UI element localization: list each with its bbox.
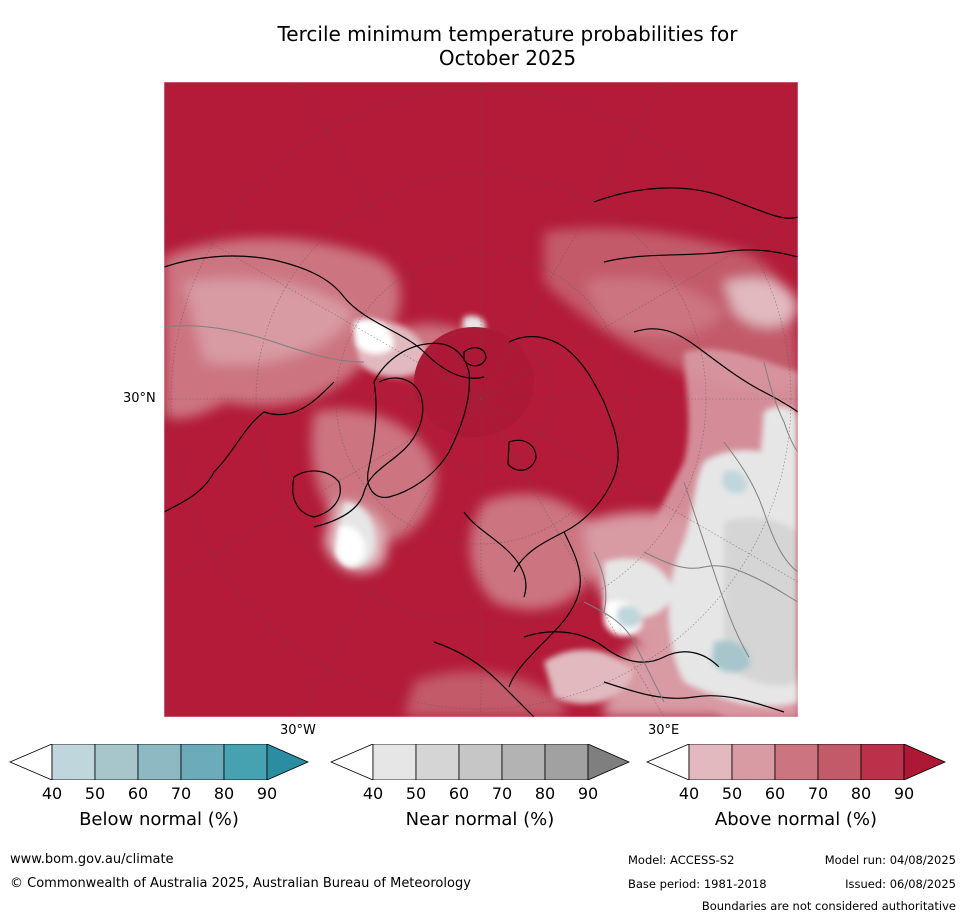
colorbar-tick-label: 80 — [534, 784, 556, 803]
colorbar-tick-label: 50 — [84, 784, 106, 803]
colorbar-segment — [372, 744, 417, 780]
colorbar-tick-label: 70 — [170, 784, 192, 803]
colorbar-tick-label: 70 — [807, 784, 829, 803]
colorbar-tick-label: 40 — [678, 784, 700, 803]
colorbar-segment — [774, 744, 819, 780]
boundaries-disclaimer: Boundaries are not considered authoritat… — [701, 899, 956, 913]
colorbar-tick-label: 60 — [448, 784, 470, 803]
colorbar-segment — [458, 744, 503, 780]
colorbar-tick-label: 90 — [893, 784, 915, 803]
website-link[interactable]: www.bom.gov.au/climate — [10, 852, 174, 867]
colorbar-tick-label: 70 — [491, 784, 513, 803]
title-line-2: October 2025 — [438, 46, 577, 70]
colorbar-extend-low — [646, 744, 690, 780]
coastlines — [164, 187, 798, 717]
colorbar-tick-label: 50 — [405, 784, 427, 803]
colorbar-label-above: Above normal (%) — [714, 809, 878, 830]
polar-map — [164, 82, 798, 717]
colorbar-segment — [688, 744, 733, 780]
colorbar-extend-high — [587, 744, 630, 780]
colorbar-tick-label: 60 — [764, 784, 786, 803]
colorbar-segment — [817, 744, 862, 780]
colorbar-segment — [137, 744, 182, 780]
colorbar-above-normal — [646, 744, 946, 780]
colorbar-segment — [731, 744, 776, 780]
colorbar-segment — [501, 744, 546, 780]
colorbar-segment — [51, 744, 96, 780]
colorbar-tick-label: 80 — [213, 784, 235, 803]
colorbar-tick-label: 90 — [256, 784, 278, 803]
title-line-1: Tercile minimum temperature probabilitie… — [277, 22, 738, 46]
colorbar-tick-label: 40 — [41, 784, 63, 803]
colorbar-segment — [94, 744, 139, 780]
colorbar-ticks-above: 40 50 60 70 80 90 — [646, 784, 946, 804]
colorbar-tick-label: 50 — [721, 784, 743, 803]
colorbar-extend-low — [330, 744, 374, 780]
model-name: Model: ACCESS-S2 — [628, 853, 735, 867]
colorbar-ticks-near: 40 50 60 70 80 90 — [330, 784, 630, 804]
longitude-label-30e: 30°E — [648, 723, 680, 738]
copyright-notice: © Commonwealth of Australia 2025, Austra… — [10, 876, 471, 891]
base-period: Base period: 1981-2018 — [628, 877, 767, 891]
longitude-label-30w: 30°W — [280, 723, 316, 738]
colorbar-below-normal — [9, 744, 309, 780]
colorbar-segment — [180, 744, 225, 780]
colorbar-tick-label: 90 — [577, 784, 599, 803]
colorbar-ticks-below: 40 50 60 70 80 90 — [9, 784, 309, 804]
colorbar-tick-label: 40 — [362, 784, 384, 803]
issued-date: Issued: 06/08/2025 — [845, 877, 956, 891]
colorbar-extend-high — [266, 744, 309, 780]
arctic-core — [414, 327, 534, 437]
colorbar-tick-label: 80 — [850, 784, 872, 803]
country-borders — [164, 325, 798, 703]
colorbar-extend-low — [9, 744, 53, 780]
colorbar-segment — [860, 744, 905, 780]
model-run-date: Model run: 04/08/2025 — [824, 853, 956, 867]
latitude-label-30n: 30°N — [123, 391, 156, 406]
colorbar-segment — [544, 744, 589, 780]
colorbar-tick-label: 60 — [127, 784, 149, 803]
colorbar-extend-high — [903, 744, 946, 780]
map-title: Tercile minimum temperature probabilitie… — [0, 22, 965, 70]
colorbar-label-near: Near normal (%) — [405, 809, 555, 830]
colorbar-segment — [223, 744, 268, 780]
graticule — [164, 82, 798, 717]
colorbar-segment — [415, 744, 460, 780]
colorbar-label-below: Below normal (%) — [79, 809, 239, 830]
colorbar-near-normal — [330, 744, 630, 780]
